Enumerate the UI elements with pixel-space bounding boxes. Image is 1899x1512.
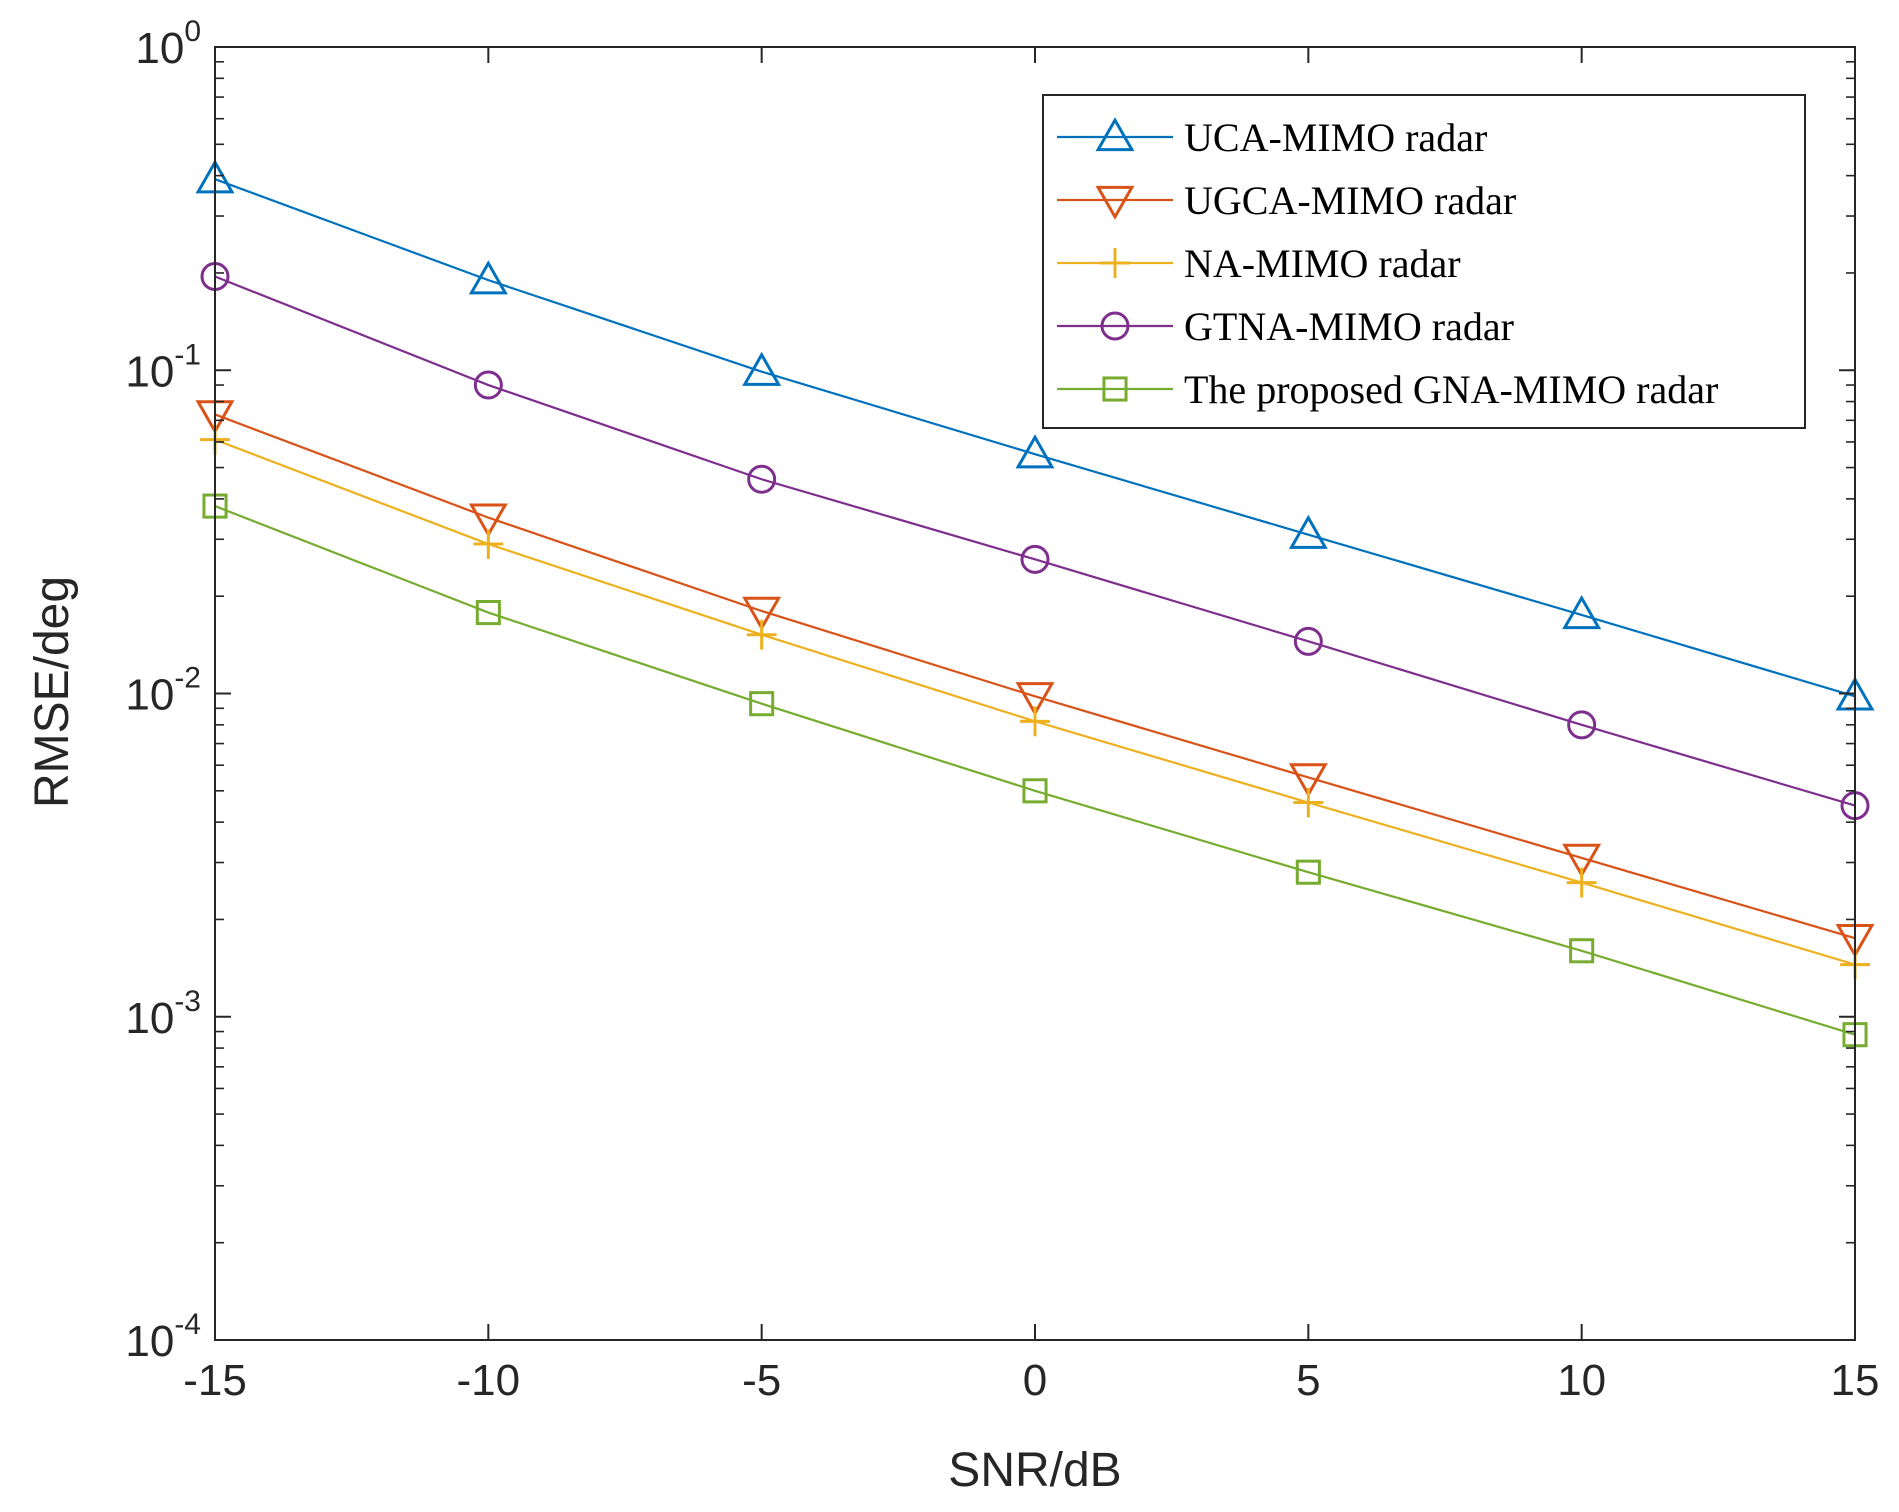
data-point: [747, 464, 777, 494]
data-point: [473, 370, 503, 400]
data-point: [749, 691, 775, 717]
data-point: [1562, 843, 1602, 878]
y-tick-label-exponent: 0: [184, 15, 201, 48]
data-point: [1022, 778, 1048, 804]
data-point: [468, 260, 508, 295]
y-tick-label-base: 10: [125, 671, 174, 720]
data-point: [468, 503, 508, 538]
y-tick-label-base: 10: [135, 24, 184, 73]
y-tick-label: 10-1: [125, 338, 201, 396]
legend-entry: The proposed GNA-MIMO radar: [1057, 367, 1718, 412]
series-line: [214, 505, 1856, 1036]
y-tick-label-base: 10: [125, 347, 174, 396]
data-point: [1293, 787, 1324, 818]
y-tick-label: 10-4: [125, 1308, 201, 1366]
legend-marker: [1102, 376, 1128, 402]
legend-label: UGCA-MIMO radar: [1184, 178, 1516, 223]
legend-label: The proposed GNA-MIMO radar: [1184, 367, 1718, 412]
data-point: [475, 600, 501, 626]
x-tick-label: 0: [1023, 1356, 1047, 1405]
data-point: [1562, 595, 1602, 630]
y-tick-label: 100: [135, 15, 201, 73]
x-tick-label: 5: [1296, 1356, 1320, 1405]
y-tick-label: 10-2: [125, 662, 201, 720]
series-5: [202, 493, 1868, 1048]
data-point: [1569, 938, 1595, 964]
data-point: [1015, 434, 1055, 469]
data-point: [742, 351, 782, 386]
x-tick-label: -5: [742, 1356, 781, 1405]
data-point: [1567, 710, 1597, 740]
x-tick-label: -10: [457, 1356, 521, 1405]
data-point: [1020, 706, 1050, 737]
legend-marker: [1095, 117, 1135, 152]
legend-box: [1042, 94, 1806, 429]
data-point: [1295, 859, 1321, 885]
y-tick-label-exponent: -2: [174, 662, 201, 695]
legend-entry: GTNA-MIMO radar: [1057, 304, 1514, 349]
data-point: [1015, 682, 1055, 717]
x-tick-label: 10: [1557, 1356, 1606, 1405]
x-tick-label: -15: [183, 1356, 247, 1405]
legend-label: GTNA-MIMO radar: [1184, 304, 1514, 349]
legend-marker: [1100, 311, 1130, 341]
legend-entry: UGCA-MIMO radar: [1057, 178, 1516, 223]
y-tick-label-exponent: -3: [174, 985, 201, 1018]
data-point: [1288, 514, 1328, 549]
series-line: [214, 275, 1856, 807]
legend: UCA-MIMO radar UGCA-MIMO radar NA-MIMO rad…: [1042, 94, 1806, 429]
legend-entry: NA-MIMO radar: [1057, 241, 1461, 286]
legend-label: UCA-MIMO radar: [1184, 115, 1487, 160]
series-line: [214, 178, 1856, 698]
x-axis-label: SNR/dB: [948, 1444, 1121, 1497]
series-line: [214, 413, 1856, 940]
data-point: [473, 529, 504, 559]
y-tick-label: 10-3: [125, 985, 201, 1043]
y-axis-label: RMSE/deg: [26, 576, 79, 808]
data-point: [1288, 763, 1328, 798]
legend-marker: [1100, 248, 1130, 278]
y-tick-label-exponent: -4: [174, 1308, 201, 1341]
data-point: [1566, 867, 1597, 898]
data-point: [742, 596, 782, 631]
legend-entry: UCA-MIMO radar: [1057, 115, 1487, 160]
legend-label: NA-MIMO radar: [1184, 241, 1461, 286]
series-4: [200, 261, 1870, 821]
data-point: [746, 619, 777, 650]
y-tick-label-base: 10: [125, 1317, 174, 1366]
legend-marker: [1095, 185, 1135, 220]
data-point: [1020, 544, 1050, 574]
y-tick-label-exponent: -1: [174, 338, 201, 371]
x-tick-label: 15: [1831, 1356, 1880, 1405]
y-tick-label-base: 10: [125, 994, 174, 1043]
data-point: [1293, 626, 1323, 656]
